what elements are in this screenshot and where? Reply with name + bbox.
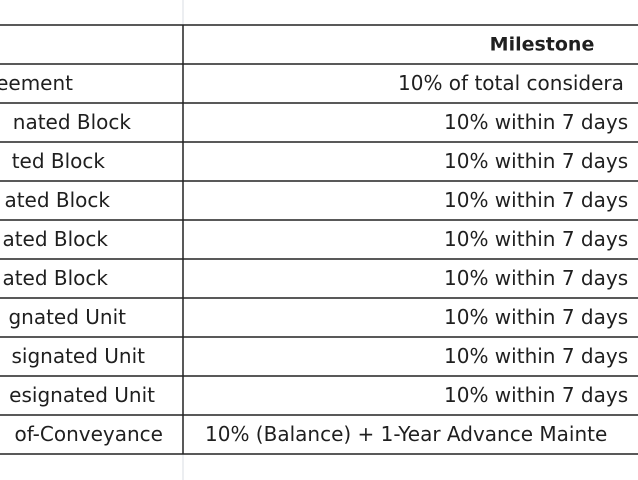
cell: ted Block xyxy=(12,149,106,173)
cell: 10% (Balance) + 1-Year Advance Mainte xyxy=(205,422,607,446)
cell: 10% within 7 days xyxy=(444,188,628,212)
cell: 10% within 7 days xyxy=(444,305,628,329)
cell: gnated Unit xyxy=(8,305,126,329)
table-body: eement 10% of total considera nated Block 1… xyxy=(0,63,638,455)
cell: 10% within 7 days xyxy=(444,383,628,407)
cell: eement xyxy=(0,71,73,95)
cell: ated Block xyxy=(2,266,108,290)
cell: 10% within 7 days xyxy=(444,344,628,368)
cell: nated Block xyxy=(13,110,132,134)
cell: of-Conveyance xyxy=(15,422,164,446)
cell: 10% within 7 days xyxy=(444,266,628,290)
cell: 10% of total considera xyxy=(398,71,624,95)
cell: 10% within 7 days xyxy=(444,149,628,173)
header-cell: Milestone xyxy=(490,34,595,56)
cell: ated Block xyxy=(4,188,110,212)
cell: esignated Unit xyxy=(9,383,155,407)
cell: ated Block xyxy=(2,227,108,251)
cell: 10% within 7 days xyxy=(444,227,628,251)
cell: signated Unit xyxy=(11,344,145,368)
cell: 10% within 7 days xyxy=(444,110,628,134)
